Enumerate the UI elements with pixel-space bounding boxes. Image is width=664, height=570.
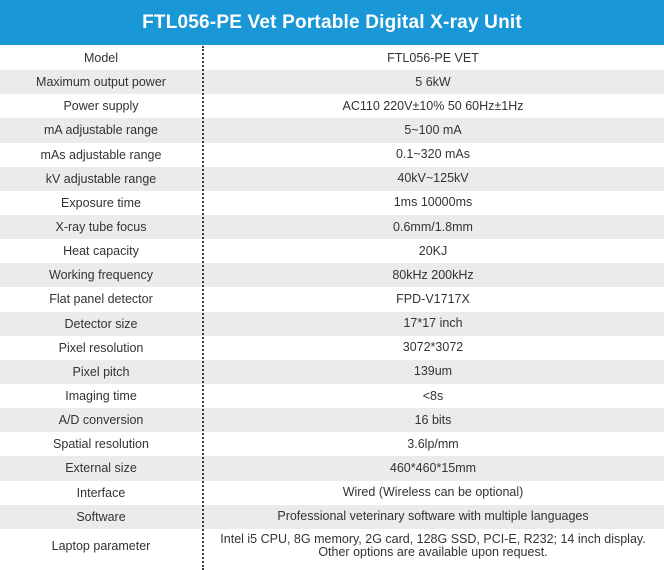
spec-row-kv-range: kV adjustable range 40kV~125kV [0, 166, 664, 191]
spec-row-imaging-time: Imaging time <8s [0, 384, 664, 408]
spec-label: Imaging time [65, 389, 137, 404]
spec-row-model: Model FTL056-PE VET [0, 46, 664, 70]
spec-value: FTL056-PE VET [387, 50, 479, 65]
spec-row-pixel-pitch: Pixel pitch 139um [0, 359, 664, 384]
spec-value: 0.1~320 mAs [395, 147, 470, 162]
spec-value: 17*17 inch [403, 316, 463, 331]
spec-row-ad-conversion: A/D conversion 16 bits [0, 408, 664, 433]
spec-label: Interface [76, 485, 126, 500]
spec-value: FPD-V1717X [396, 291, 470, 306]
spec-value: 460*460*15mm [389, 460, 477, 475]
spec-row-tube-focus: X-ray tube focus 0.6mm/1.8mm [0, 214, 664, 240]
spec-row-ma-range: mA adjustable range 5~100 mA [0, 118, 664, 143]
spec-label: X-ray tube focus [55, 220, 147, 235]
spec-label: Laptop parameter [51, 539, 151, 554]
spec-value: 80kHz 200kHz [392, 267, 474, 282]
spec-row-max-output-power: Maximum output power 5 6kW [0, 70, 664, 95]
spec-value: 5~100 mA [404, 122, 462, 137]
spec-label: Exposure time [61, 195, 141, 210]
spec-value: AC110 220V±10% 50 60Hz±1Hz [342, 98, 524, 113]
spec-value: <8s [422, 388, 444, 403]
spec-value: 139um [413, 364, 453, 379]
spec-row-laptop-parameter: Laptop parameter Intel i5 CPU, 8G memory… [0, 529, 664, 564]
spec-label: Model [83, 51, 119, 66]
spec-row-external-size: External size 460*460*15mm [0, 456, 664, 481]
spec-row-exposure-time: Exposure time 1ms 10000ms [0, 191, 664, 215]
spec-row-power-supply: Power supply AC110 220V±10% 50 60Hz±1Hz [0, 94, 664, 118]
spec-value: Professional veterinary software with mu… [277, 509, 589, 524]
spec-label: mA adjustable range [44, 123, 158, 138]
spec-row-flat-panel-detector: Flat panel detector FPD-V1717X [0, 287, 664, 311]
spec-label: A/D conversion [58, 413, 144, 428]
spec-label: Working frequency [49, 268, 153, 283]
spec-row-detector-size: Detector size 17*17 inch [0, 311, 664, 336]
spec-value: 0.6mm/1.8mm [393, 219, 473, 234]
spec-row-mas-range: mAs adjustable range 0.1~320 mAs [0, 143, 664, 167]
spec-label: Power supply [63, 99, 139, 114]
spec-value: 20KJ [418, 243, 448, 258]
spec-value: 16 bits [414, 412, 452, 427]
spec-row-heat-capacity: Heat capacity 20KJ [0, 239, 664, 263]
spec-row-pixel-resolution: Pixel resolution 3072*3072 [0, 336, 664, 360]
spec-label: Software [76, 509, 126, 524]
spec-label: Pixel resolution [58, 340, 144, 355]
spec-row-software: Software Professional veterinary softwar… [0, 504, 664, 529]
spec-label: Pixel pitch [72, 364, 130, 379]
spec-label: Heat capacity [63, 244, 139, 259]
spec-value: 3.6lp/mm [407, 436, 459, 451]
page-title: FTL056-PE Vet Portable Digital X-ray Uni… [142, 11, 522, 33]
spec-label: External size [65, 461, 137, 476]
spec-label: Spatial resolution [53, 437, 149, 452]
spec-value: 3072*3072 [402, 340, 464, 355]
spec-value: Wired (Wireless can be optional) [342, 485, 524, 500]
spec-label: kV adjustable range [45, 171, 157, 186]
spec-label: Flat panel detector [49, 292, 153, 307]
spec-value: 1ms 10000ms [393, 195, 473, 210]
spec-value: 40kV~125kV [397, 171, 469, 186]
spec-label: Maximum output power [36, 75, 166, 90]
spec-value: 5 6kW [415, 74, 451, 89]
spec-row-interface: Interface Wired (Wireless can be optiona… [0, 481, 664, 505]
title-banner: FTL056-PE Vet Portable Digital X-ray Uni… [0, 0, 664, 45]
column-divider [202, 46, 204, 570]
spec-row-spatial-resolution: Spatial resolution 3.6lp/mm [0, 432, 664, 456]
spec-value: Intel i5 CPU, 8G memory, 2G card, 128G S… [220, 532, 646, 560]
spec-label: Detector size [64, 316, 138, 331]
spec-row-working-frequency: Working frequency 80kHz 200kHz [0, 263, 664, 288]
spec-label: mAs adjustable range [40, 147, 162, 162]
spec-table: Model FTL056-PE VET Maximum output power… [0, 46, 664, 564]
